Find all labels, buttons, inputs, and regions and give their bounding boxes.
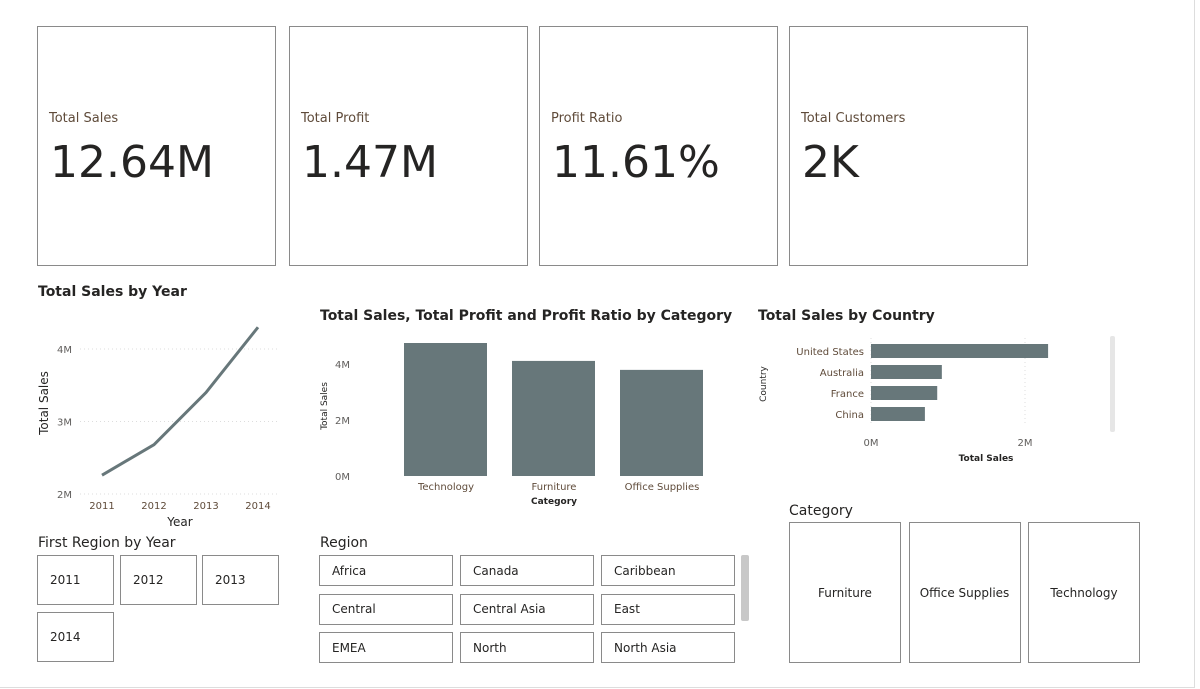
- year-slicer-title: First Region by Year: [38, 535, 176, 551]
- region-slicer-item[interactable]: Caribbean: [601, 555, 735, 586]
- year-slicer-item[interactable]: 2013: [202, 555, 279, 605]
- tile-label: 2013: [215, 573, 246, 587]
- year-slicer-item[interactable]: 2012: [120, 555, 197, 605]
- region-slicer-item[interactable]: Central: [319, 593, 453, 625]
- x-tick-label: 2014: [245, 501, 270, 512]
- region-slicer-item[interactable]: Central Asia: [460, 593, 594, 625]
- year-slicer-item[interactable]: 2011: [37, 555, 114, 605]
- country-bar: [871, 344, 1049, 358]
- kpi-card: Total Customers 2K: [789, 26, 1028, 266]
- kpi-label: Total Profit: [301, 111, 370, 126]
- kpi-label: Total Customers: [801, 111, 906, 126]
- tile-label: Central Asia: [473, 602, 546, 616]
- x-tick-label: 0M: [864, 438, 879, 449]
- y-tick-label: 4M: [57, 345, 72, 356]
- region-slicer-item[interactable]: Africa: [319, 555, 453, 586]
- tile-label: Central: [332, 602, 376, 616]
- x-tick-label: 2M: [1018, 438, 1033, 449]
- country-label: United States: [796, 347, 864, 358]
- x-tick-label: Technology: [417, 482, 474, 493]
- country-bar: [871, 407, 925, 421]
- y-tick-label: 0M: [335, 472, 350, 483]
- x-tick-label: Office Supplies: [625, 482, 700, 493]
- tile-label: 2014: [50, 630, 81, 644]
- tile-label: Office Supplies: [919, 585, 1010, 600]
- y-tick-label: 4M: [335, 360, 350, 371]
- tile-label: Furniture: [818, 585, 872, 600]
- kpi-label: Profit Ratio: [551, 111, 623, 126]
- bar-chart-title: Total Sales, Total Profit and Profit Rat…: [320, 308, 733, 324]
- column-chart: 0M 2M 4M Technology Furniture Office Supplies…: [320, 343, 703, 507]
- x-tick-label: 2013: [193, 501, 218, 512]
- country-label: China: [835, 410, 864, 421]
- y-tick-label: 3M: [57, 418, 72, 429]
- kpi-card: Total Profit 1.47M: [289, 26, 528, 266]
- country-label: Australia: [820, 368, 864, 379]
- category-bar: [404, 343, 487, 476]
- y-axis-title: Total Sales: [320, 382, 330, 431]
- tile-label: Technology: [1050, 585, 1118, 600]
- tile-label: Caribbean: [614, 563, 676, 578]
- sales-line: [101, 326, 260, 477]
- kpi-card: Total Sales 12.64M: [37, 26, 276, 266]
- kpi-value: 1.47M: [302, 137, 438, 188]
- kpi-value: 11.61%: [552, 137, 720, 188]
- kpi-card: Profit Ratio 11.61%: [539, 26, 778, 266]
- category-bar: [620, 369, 703, 476]
- tile-label: Africa: [332, 563, 367, 578]
- kpi-label: Total Sales: [49, 111, 119, 126]
- country-bar: [871, 365, 942, 379]
- tile-label: 2012: [133, 573, 164, 587]
- kpi-value: 12.64M: [50, 137, 214, 188]
- country-bar: [871, 386, 938, 400]
- category-slicer-item[interactable]: Furniture: [789, 522, 901, 663]
- x-tick-label: 2012: [141, 501, 166, 512]
- category-slicer-item[interactable]: Technology: [1028, 522, 1140, 663]
- x-axis-title: Year: [166, 515, 192, 529]
- kpi-value: 2K: [802, 137, 859, 188]
- region-slicer-scrollbar[interactable]: [741, 555, 749, 621]
- x-tick-label: 2011: [89, 501, 114, 512]
- region-slicer-title: Region: [320, 535, 368, 551]
- tile-label: North: [473, 640, 507, 655]
- region-slicer-item[interactable]: North Asia: [601, 632, 735, 663]
- country-chart-scrollbar[interactable]: [1110, 336, 1115, 432]
- year-slicer-item[interactable]: 2014: [37, 612, 114, 662]
- tile-label: 2011: [50, 573, 81, 587]
- region-slicer-item[interactable]: North: [460, 632, 594, 663]
- x-axis-title: Total Sales: [959, 454, 1014, 464]
- region-slicer-item[interactable]: EMEA: [319, 632, 453, 663]
- x-axis-title: Category: [531, 497, 577, 507]
- x-tick-label: Furniture: [532, 482, 577, 493]
- line-chart-title: Total Sales by Year: [38, 284, 187, 300]
- tile-label: North Asia: [614, 640, 677, 655]
- country-bar-chart: 0M 2M United States Australia France China Tot…: [759, 338, 1049, 464]
- line-chart: 2M 3M 4M 2011 2012 2013 2014 Year Total Sales: [37, 326, 280, 529]
- tile-label: EMEA: [332, 640, 366, 655]
- tile-label: Canada: [473, 563, 519, 578]
- country-chart-title: Total Sales by Country: [758, 308, 935, 324]
- category-slicer-title: Category: [789, 503, 853, 519]
- y-axis-title: Country: [759, 365, 769, 401]
- category-slicer-item[interactable]: Office Supplies: [908, 522, 1021, 663]
- country-label: France: [831, 389, 864, 400]
- tile-label: East: [614, 602, 640, 616]
- y-tick-label: 2M: [335, 416, 350, 427]
- region-slicer-item[interactable]: East: [601, 593, 735, 625]
- category-bar: [512, 360, 595, 476]
- region-slicer-item[interactable]: Canada: [460, 555, 594, 586]
- y-axis-title: Total Sales: [37, 371, 51, 436]
- y-tick-label: 2M: [57, 490, 72, 501]
